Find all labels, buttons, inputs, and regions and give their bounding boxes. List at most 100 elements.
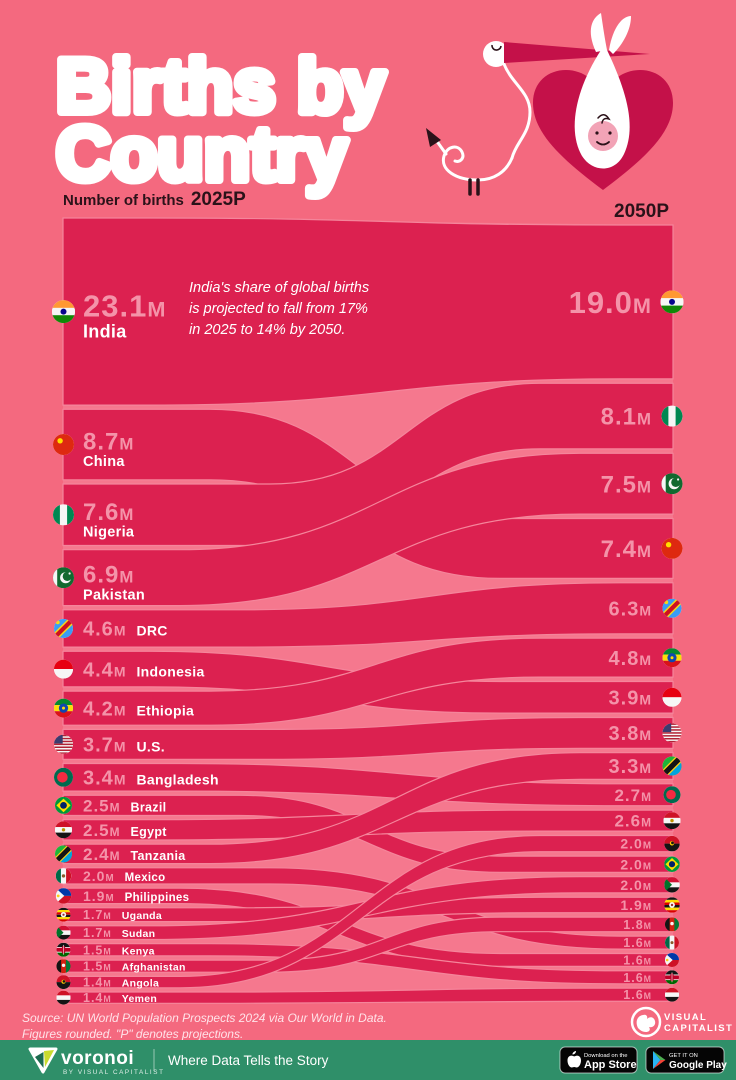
- value-2050-drc: 6.3M: [609, 599, 652, 621]
- flag-china-icon: [53, 434, 74, 455]
- value-2050-ethiopia: 4.8M: [609, 648, 652, 670]
- flag-us-icon: [54, 734, 73, 754]
- value-2025-uganda: 1.7M Uganda: [83, 908, 162, 922]
- appstore-badge-bg[interactable]: [559, 1046, 638, 1074]
- value-2025-afghanistan: 1.5M Afghanistan: [83, 960, 186, 974]
- value-2050-bangladesh: 2.7M: [614, 786, 652, 805]
- baby-eye: [595, 131, 599, 135]
- flag-mexico-icon: [665, 935, 679, 950]
- baby-smile: [596, 141, 610, 146]
- flag-ethiopia-icon: [662, 648, 682, 668]
- flag-nigeria-icon: [661, 405, 683, 427]
- flag-angola-icon: [56, 975, 71, 990]
- stork-neck: [502, 62, 532, 160]
- flow-ribbons: [62, 217, 674, 1004]
- flag-kenya-icon: [56, 942, 71, 957]
- flag-indonesia-icon: [662, 687, 682, 707]
- axis-label-right: 2050P: [614, 201, 669, 222]
- vc-logo-text2: CAPITALIST: [664, 1023, 733, 1034]
- flag-india-icon: [660, 290, 684, 314]
- voronoi-wordmark: voronoi: [61, 1048, 134, 1069]
- flag-angola-icon: [664, 835, 680, 852]
- stork-tail: [434, 138, 448, 156]
- value-2025-angola: 1.4M Angola: [83, 976, 159, 990]
- value-2025-india: 23.1M: [83, 289, 166, 324]
- appstore-badge[interactable]: Download on the App Store: [559, 1046, 638, 1074]
- flag-egypt-icon: [55, 821, 72, 839]
- value-2050-indonesia: 3.9M: [609, 688, 652, 710]
- stork-tail-tip: [426, 128, 441, 147]
- country-label-nigeria: Nigeria: [83, 524, 135, 540]
- flag-brazil-icon: [55, 796, 72, 814]
- flag-yemen-icon: [56, 990, 71, 1005]
- value-2050-afghanistan: 1.8M: [623, 918, 652, 932]
- flag-uganda-icon: [56, 907, 71, 922]
- flag-afghanistan-icon: [665, 917, 679, 932]
- value-2025-sudan: 1.7M Sudan: [83, 926, 155, 940]
- value-2050-yemen: 1.6M: [623, 988, 652, 1002]
- footer-bar: voronoi BY VISUAL CAPITALIST Where Data …: [0, 1040, 736, 1080]
- value-2025-indonesia: 4.4M Indonesia: [83, 659, 205, 681]
- bundle-knot: [609, 16, 631, 54]
- page-title-line2: Country: [56, 112, 347, 197]
- page-title-line1: Births by: [56, 44, 385, 129]
- flow-ribbon-bangladesh: [62, 762, 674, 807]
- value-2025-egypt: 2.5M Egypt: [83, 821, 167, 840]
- value-2050-kenya: 1.6M: [623, 971, 652, 985]
- play-triangle-icon: [653, 1051, 666, 1069]
- bundle-knot: [590, 13, 607, 52]
- voronoi-subtext: BY VISUAL CAPITALIST: [63, 1069, 165, 1076]
- flag-philippines-icon: [55, 888, 72, 904]
- value-2050-pakistan: 7.5M: [601, 471, 652, 498]
- value-2025-nigeria: 7.6M: [83, 499, 134, 526]
- vc-logo-mark-icon: [636, 1014, 656, 1032]
- baby-hair-curl: [597, 114, 611, 124]
- value-2050-brazil: 2.0M: [620, 856, 652, 872]
- googleplay-badge[interactable]: GET IT ON Google Play: [645, 1046, 727, 1074]
- value-2025-bangladesh: 3.4M Bangladesh: [83, 768, 219, 790]
- value-2025-mexico: 2.0M Mexico: [83, 868, 165, 884]
- flow-ribbon-india: [62, 217, 674, 406]
- flag-us-icon: [662, 723, 682, 743]
- value-2025-pakistan: 6.9M: [83, 562, 134, 589]
- flag-mexico-icon: [55, 868, 72, 884]
- source-line2: Figures rounded. "P" denotes projections…: [22, 1027, 243, 1041]
- value-2050-u-s-: 3.8M: [609, 723, 652, 745]
- value-2050-mexico: 1.6M: [623, 936, 652, 950]
- flag-brazil-icon: [664, 856, 680, 872]
- baby-eye: [608, 131, 612, 135]
- flag-china-icon: [661, 537, 683, 559]
- value-2050-sudan: 2.0M: [620, 877, 652, 893]
- annotation-line: in 2025 to 14% by 2050.: [189, 322, 345, 338]
- googleplay-small-text: GET IT ON: [669, 1053, 698, 1059]
- appstore-small-text: Download on the: [584, 1053, 628, 1059]
- flag-ethiopia-icon: [54, 698, 73, 718]
- flow-ribbon-afghanistan: [62, 916, 674, 973]
- source-line1: Source: UN World Population Prospects 20…: [22, 1011, 387, 1025]
- value-2025-ethiopia: 4.2M Ethiopia: [83, 698, 194, 720]
- value-2050-philippines: 1.6M: [623, 954, 652, 968]
- voronoi-logo: voronoi BY VISUAL CAPITALIST: [28, 1047, 165, 1076]
- value-2050-china: 7.4M: [601, 536, 652, 563]
- googleplay-badge-bg[interactable]: [645, 1046, 725, 1074]
- annotation-note: India's share of global births is projec…: [189, 280, 369, 338]
- value-2025-yemen: 1.4M Yemen: [83, 991, 157, 1005]
- flag-sudan-icon: [664, 877, 680, 893]
- annotation-line: is projected to fall from 17%: [189, 301, 368, 317]
- value-2050-nigeria: 8.1M: [601, 404, 652, 431]
- value-2050-tanzania: 3.3M: [609, 756, 652, 778]
- value-2050-angola: 2.0M: [620, 836, 652, 852]
- country-label-india: India: [83, 321, 127, 341]
- value-2025-brazil: 2.5M Brazil: [83, 797, 166, 816]
- stork-head: [483, 41, 509, 67]
- value-2025-kenya: 1.5M Kenya: [83, 943, 155, 957]
- flag-pakistan-icon: [661, 473, 683, 495]
- flag-india-icon: [52, 300, 75, 324]
- value-2025-u-s-: 3.7M U.S.: [83, 735, 165, 757]
- value-2025-tanzania: 2.4M Tanzania: [83, 845, 186, 864]
- vc-logo-icon: [630, 1006, 662, 1038]
- flow-ribbon-ethiopia: [62, 637, 674, 726]
- apple-icon: [567, 1051, 582, 1068]
- flow-ribbon-angola: [62, 834, 674, 989]
